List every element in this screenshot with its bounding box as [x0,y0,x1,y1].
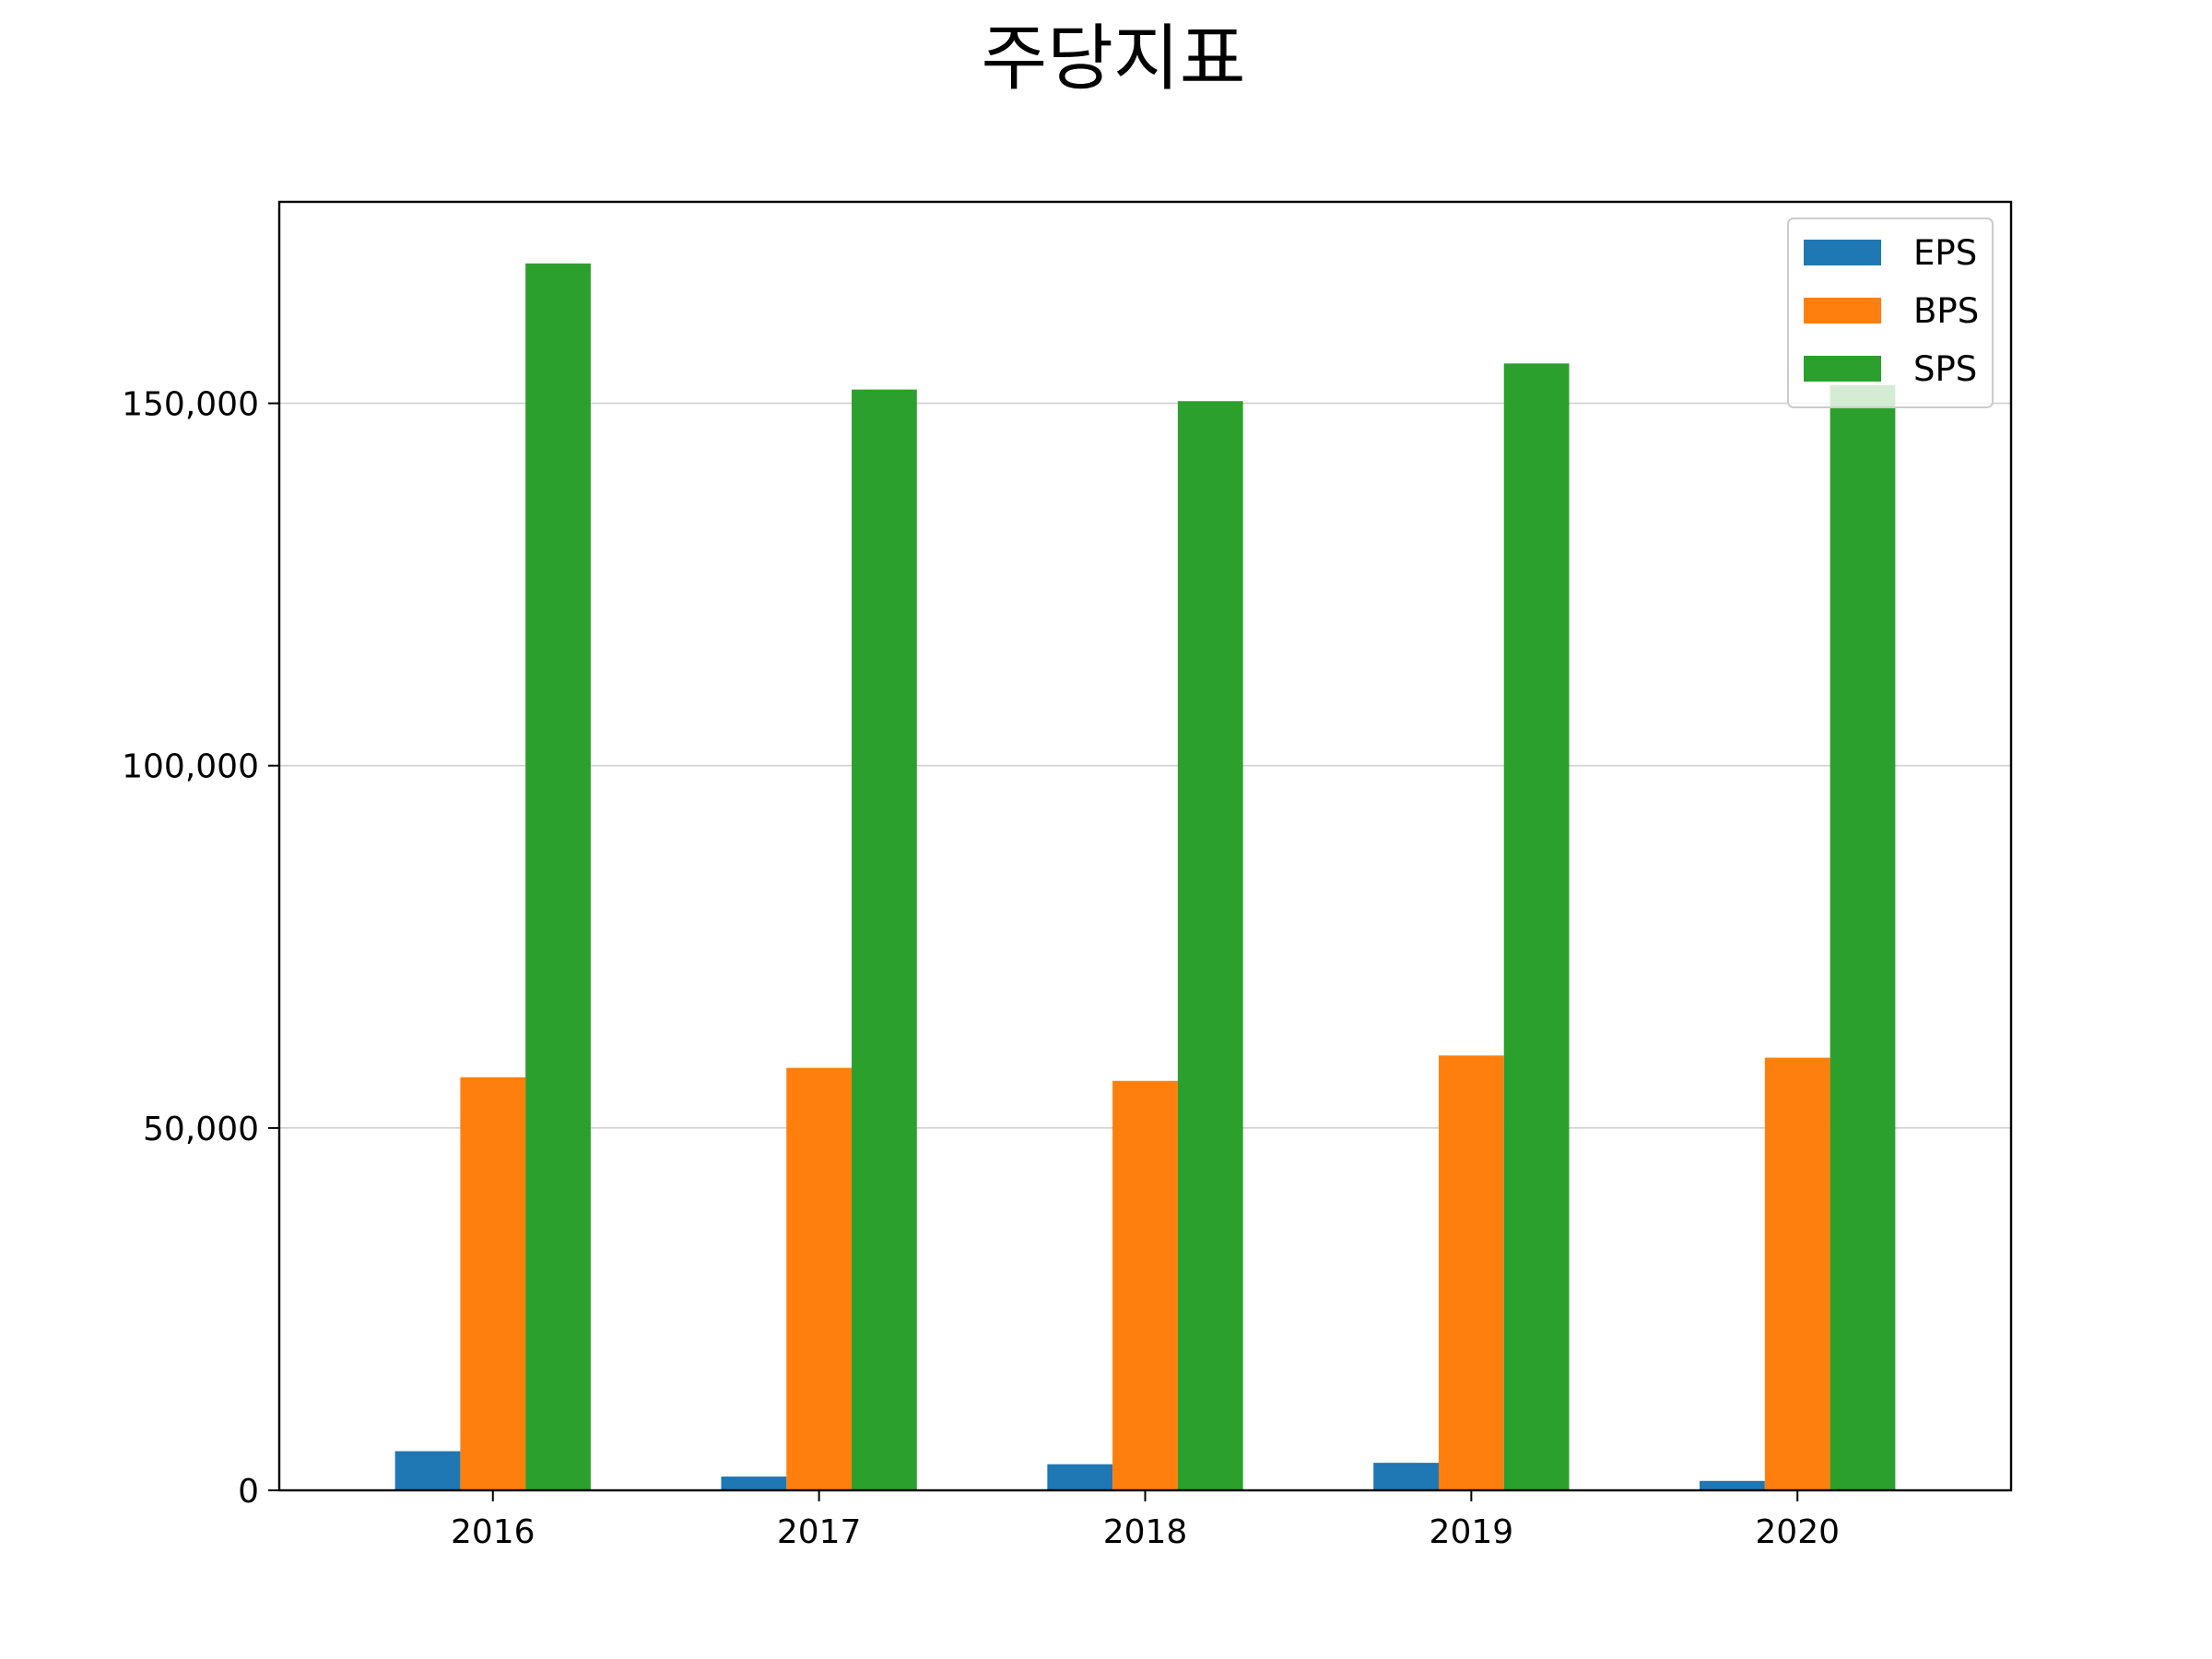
x-tick-label: 2018 [1103,1513,1188,1551]
bar-eps-2016 [394,1451,461,1490]
bar-bps-2020 [1764,1057,1830,1490]
legend-label-sps: SPS [1913,349,1977,389]
bars [394,263,1896,1491]
bar-sps-2019 [1503,363,1570,1490]
y-tick-label: 150,000 [122,386,259,424]
bar-sps-2020 [1830,384,1896,1491]
bar-sps-2016 [525,263,591,1491]
x-tick-label: 2019 [1430,1513,1514,1551]
legend-label-eps: EPS [1913,233,1977,273]
y-tick-label: 50,000 [143,1111,259,1148]
x-tick-label: 2020 [1755,1513,1840,1551]
bar-eps-2017 [721,1477,787,1490]
y-tick-label: 0 [238,1473,259,1511]
bar-bps-2016 [460,1077,526,1490]
bar-eps-2020 [1700,1480,1765,1490]
legend: EPS BPS SPS [1787,218,1994,408]
bar-bps-2019 [1438,1055,1504,1490]
legend-swatch-eps [1804,240,1881,265]
bar-eps-2019 [1373,1463,1439,1490]
legend-swatch-sps [1804,356,1881,382]
x-tick-label: 2017 [777,1513,862,1551]
bar-sps-2017 [852,389,917,1491]
y-tick-label: 100,000 [122,748,259,786]
chart-title: 주당지표 [981,18,1245,100]
bar-eps-2018 [1047,1464,1113,1490]
axes: 0 50,000 100,000 150,000 2016 2017 2018 2019 202… [122,200,2013,1551]
bar-sps-2018 [1177,401,1243,1491]
bar-bps-2018 [1112,1080,1178,1490]
legend-label-bps: BPS [1913,291,1979,331]
x-tick-label: 2016 [451,1513,535,1551]
legend-swatch-bps [1804,298,1881,324]
bar-bps-2017 [786,1067,853,1490]
